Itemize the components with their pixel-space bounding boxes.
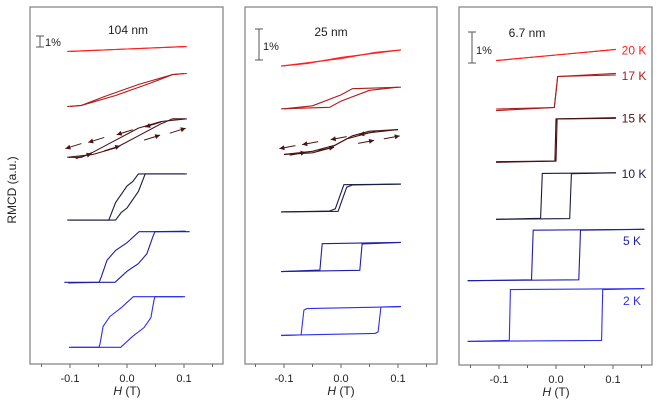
x-tick-label: 0.0: [119, 373, 134, 385]
curve-17K-descending: [496, 72, 616, 110]
arrow-head-icon: [368, 138, 375, 144]
arrow-head-icon: [328, 145, 335, 151]
scale-bar-label: 1%: [476, 45, 492, 57]
curve-10K-descending: [496, 172, 616, 220]
curve-17K-descending: [283, 86, 401, 110]
arrow-head-icon: [302, 141, 308, 147]
curve-15K-descending: [68, 118, 187, 158]
curve-2K-descending: [71, 296, 186, 348]
x-axis-label: H (T): [542, 385, 569, 399]
panel-title: 25 nm: [314, 25, 347, 39]
x-tick-label: 0.0: [333, 373, 348, 385]
curve-5K-descending: [68, 231, 190, 284]
curve-2K-ascending: [68, 296, 183, 348]
panel-title: 104 nm: [108, 23, 148, 37]
panel-frame: [29, 6, 224, 365]
curve-5K-descending: [467, 228, 645, 282]
temperature-label: 5 K: [623, 234, 641, 248]
x-tick-label: 0.1: [390, 373, 405, 385]
curve-17K-ascending: [281, 86, 399, 110]
curve-2K-ascending: [281, 305, 401, 336]
curve-17K-ascending: [67, 72, 185, 108]
x-axis-label: H (T): [113, 384, 140, 398]
arrow-head-icon: [300, 150, 306, 156]
panel-frame: [458, 6, 653, 366]
curve-15K-ascending: [67, 118, 186, 158]
curve-15K-descending: [283, 129, 399, 155]
curve-10K-ascending: [281, 183, 401, 213]
curve-5K-descending: [281, 241, 401, 273]
curve-5K-ascending: [467, 228, 645, 282]
panel-1: 104 nm 1% -0.1 0.0 0.1 H (T): [29, 6, 224, 398]
arrow-head-icon: [154, 134, 161, 139]
x-tick-label: -0.1: [275, 373, 294, 385]
curve-10K-descending: [281, 183, 401, 213]
arrow-head-icon: [88, 138, 94, 144]
curve-20K-descending: [496, 48, 616, 62]
curve-5K-ascending: [64, 230, 186, 283]
arrow-head-icon: [65, 144, 71, 150]
curve-10K-ascending: [496, 172, 616, 220]
y-axis-label: RMCD (a.u.): [5, 156, 19, 223]
curve-15K-descending: [496, 117, 616, 163]
arrow-head-icon: [394, 134, 400, 140]
curve-2K-descending: [467, 288, 645, 342]
panel-title: 6.7 nm: [509, 26, 546, 40]
x-axis-label: H (T): [327, 384, 354, 398]
arrow-head-icon: [330, 136, 337, 142]
curve-20K-descending: [69, 46, 187, 52]
x-tick-label: 0.1: [176, 373, 191, 385]
curve-5K-ascending: [281, 241, 401, 273]
arrow-head-icon: [359, 131, 365, 137]
temperature-label: 20 K: [622, 43, 647, 57]
panel-3: 6.7 nm 1% -0.1 0.0 0.1 H (T) 20 K 17 K 15 K 10 K 5…: [458, 6, 653, 399]
curve-10K-descending: [70, 173, 187, 221]
arrow-head-icon: [279, 145, 285, 151]
arrow-head-icon: [86, 152, 92, 158]
x-tick-label: -0.1: [490, 374, 509, 386]
x-tick-label: 0.0: [548, 374, 563, 386]
arrow-head-icon: [116, 130, 123, 136]
scale-bar-label: 1%: [45, 37, 61, 49]
arrow-head-icon: [145, 123, 151, 128]
curve-17K-descending: [69, 72, 187, 108]
x-tick-label: -0.1: [61, 373, 80, 385]
temperature-label: 15 K: [622, 112, 647, 126]
temperature-label: 17 K: [622, 69, 647, 83]
temperature-label: 10 K: [622, 167, 647, 181]
curve-2K-descending: [281, 306, 401, 337]
arrow-head-icon: [180, 127, 186, 133]
temperature-label: 2 K: [623, 294, 641, 308]
x-tick-label: 0.1: [605, 374, 620, 386]
panel-2: 25 nm 1% -0.1 0.0 0.1 H (T): [244, 6, 438, 398]
scale-bar-label: 1%: [263, 41, 279, 53]
arrow-head-icon: [114, 145, 121, 150]
curve-2K-ascending: [467, 288, 645, 342]
curve-20K-descending: [281, 49, 401, 67]
panel-frame: [244, 6, 438, 365]
curve-10K-ascending: [67, 173, 184, 221]
